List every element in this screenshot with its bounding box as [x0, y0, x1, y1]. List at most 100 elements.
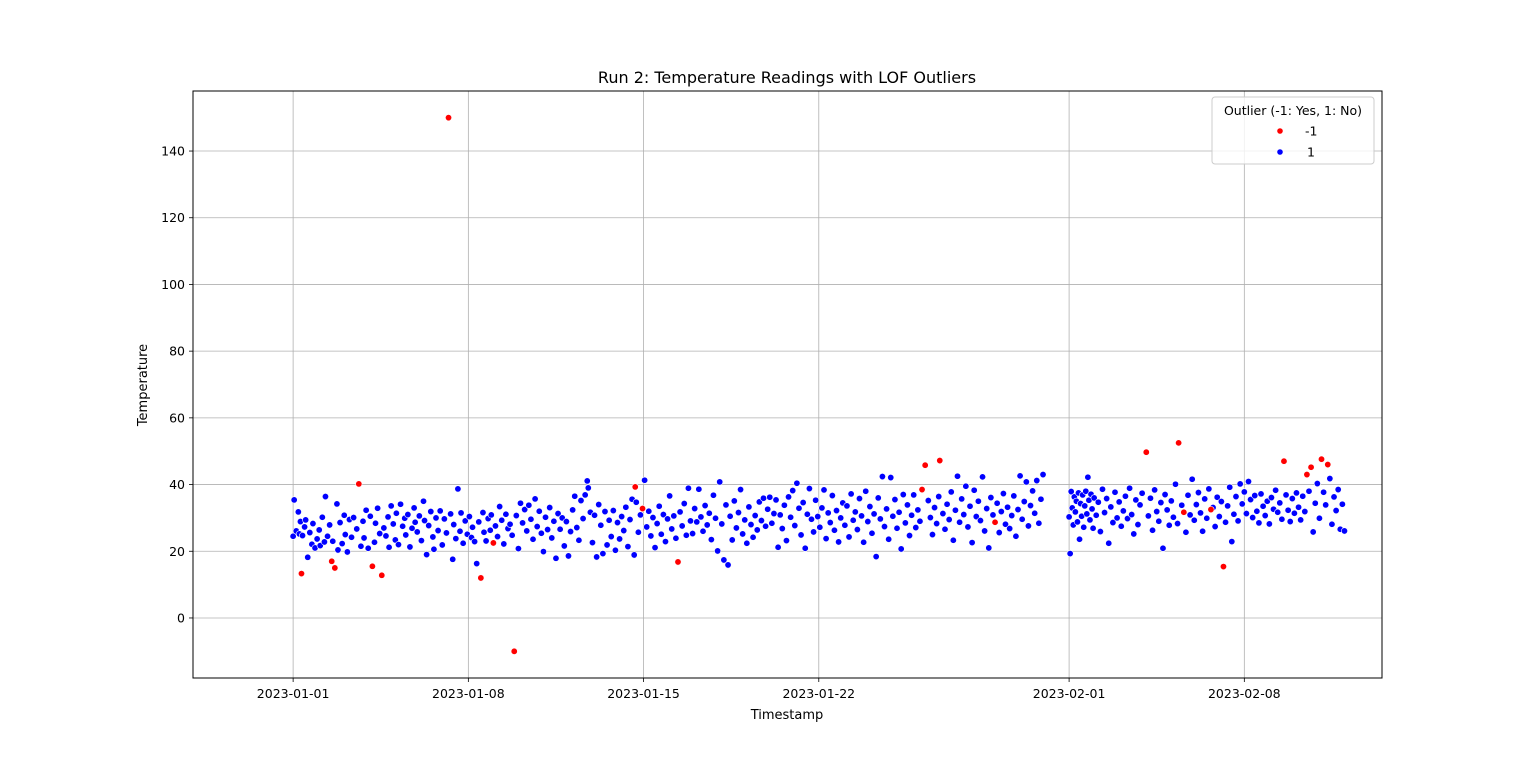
x-axis-ticks: 2023-01-01 2023-01-08 2023-01-15 2023-01-22… [257, 678, 1281, 701]
inlier-point [880, 523, 888, 531]
inlier-point [1014, 506, 1022, 514]
inlier-point [843, 502, 851, 510]
inlier-point [516, 499, 524, 507]
inlier-point [438, 541, 446, 549]
inlier-point [1083, 510, 1091, 518]
inlier-point [1292, 489, 1300, 497]
inlier-point [1274, 508, 1282, 516]
inlier-point [949, 536, 957, 544]
inlier-point [560, 542, 568, 550]
x-tick-label: 2023-01-01 [257, 686, 330, 701]
inlier-point [964, 523, 972, 531]
inlier-point [1182, 528, 1190, 536]
inlier-point [425, 522, 433, 530]
inlier-point [845, 533, 853, 541]
inlier-point [1203, 514, 1211, 522]
inlier-point [1134, 521, 1142, 529]
inlier-point [714, 547, 722, 555]
outlier-point [639, 505, 647, 513]
inlier-point [1328, 520, 1336, 528]
inlier-point [1039, 471, 1047, 479]
inlier-point [1211, 523, 1219, 531]
inlier-point [1186, 511, 1194, 519]
inlier-point [899, 491, 907, 499]
inlier-point [1037, 495, 1045, 503]
inlier-point [1301, 508, 1309, 516]
inlier-point [966, 502, 974, 510]
inlier-point [1138, 489, 1146, 497]
inlier-point [525, 501, 533, 509]
inlier-point [703, 521, 711, 529]
inlier-point [1096, 528, 1104, 536]
inlier-point [1174, 520, 1182, 528]
inlier-point [1297, 516, 1305, 524]
inlier-point [772, 496, 780, 504]
inlier-point [1119, 507, 1127, 515]
inlier-point [914, 506, 922, 514]
inlier-point [1188, 475, 1196, 483]
inlier-point [916, 517, 924, 525]
inlier-point [1338, 500, 1346, 508]
inlier-point [500, 540, 508, 548]
inlier-point [1136, 501, 1144, 509]
inlier-point [830, 526, 838, 534]
inlier-point [309, 520, 317, 528]
inlier-point [583, 477, 591, 485]
inlier-point [1197, 509, 1205, 517]
inlier-point [329, 537, 337, 545]
inlier-point [539, 548, 547, 556]
inlier-point [1240, 488, 1248, 496]
inlier-point [979, 473, 987, 481]
inlier-point [1081, 502, 1089, 510]
inlier-point [611, 546, 619, 554]
legend-label-outlier: -1 [1305, 124, 1317, 139]
outlier-point [991, 518, 999, 526]
inlier-point [1199, 527, 1207, 535]
inlier-point [562, 518, 570, 526]
inlier-point [672, 534, 680, 542]
inlier-point [985, 544, 993, 552]
inlier-point [962, 482, 970, 490]
inlier-point [1230, 510, 1238, 518]
inlier-point [868, 529, 876, 537]
inlier-point [1340, 527, 1348, 535]
inlier-point [573, 524, 581, 532]
inlier-point [1084, 473, 1092, 481]
inlier-point [1157, 499, 1165, 507]
inlier-point [705, 509, 713, 517]
inlier-point [1320, 488, 1328, 496]
inlier-point [1171, 480, 1179, 488]
inlier-point [814, 513, 822, 521]
inlier-point [1334, 486, 1342, 494]
y-tick-label: 120 [161, 210, 185, 225]
inlier-point [620, 527, 628, 535]
inlier-point [1178, 501, 1186, 509]
inlier-point [1265, 520, 1273, 528]
inlier-point [370, 538, 378, 546]
inlier-point [487, 511, 495, 519]
inlier-point [793, 479, 801, 487]
inlier-point [591, 511, 599, 519]
inlier-point [701, 502, 709, 510]
inlier-point [348, 533, 356, 541]
inlier-point [382, 532, 390, 540]
outlier-point [378, 571, 386, 579]
inlier-point [647, 532, 655, 540]
legend-title: Outlier (-1: Yes, 1: No) [1224, 103, 1362, 118]
inlier-point [434, 527, 442, 535]
legend-marker-outlier [1276, 127, 1284, 135]
inlier-point [413, 528, 421, 536]
inlier-point [605, 516, 613, 524]
inlier-point [751, 512, 759, 520]
inlier-point [1146, 494, 1154, 502]
outlier-point [1207, 506, 1215, 514]
inlier-point [726, 512, 734, 520]
inlier-point [454, 485, 462, 493]
inlier-point [1090, 494, 1098, 502]
inlier-point [795, 504, 803, 512]
inlier-point [993, 499, 1001, 507]
inlier-point [1215, 513, 1223, 521]
outlier-point [477, 574, 485, 582]
inlier-point [926, 514, 934, 522]
inlier-point [1201, 495, 1209, 503]
